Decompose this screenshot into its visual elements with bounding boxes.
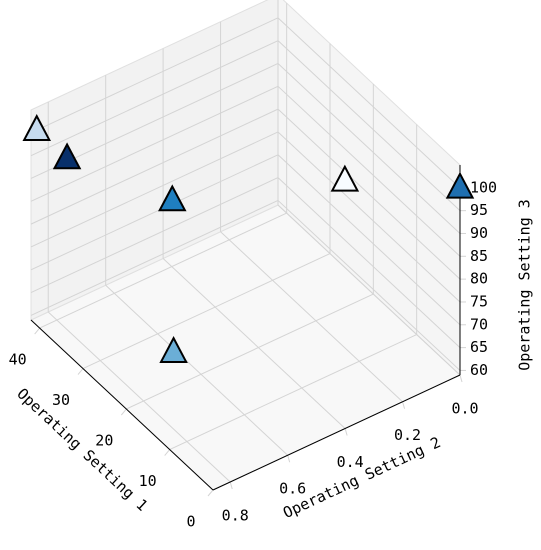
- y-tick-label: 0.4: [337, 453, 364, 471]
- grid-line: [277, 131, 461, 303]
- x-tick: [120, 408, 127, 416]
- grid-line: [220, 231, 403, 403]
- grid-line: [30, 177, 279, 294]
- grid-line: [277, 40, 461, 212]
- grid-line: [30, 199, 279, 316]
- x-tick-label: 40: [9, 351, 27, 369]
- point: [158, 184, 187, 212]
- y-axis-line: [212, 374, 461, 491]
- z-axis-label: Operating Setting 3: [516, 199, 534, 371]
- grid-line: [277, 63, 461, 234]
- y-tick: [287, 455, 291, 463]
- y-tick: [229, 481, 233, 490]
- x-tick: [207, 489, 214, 497]
- y-tick: [402, 401, 406, 409]
- x-tick-label: 20: [95, 432, 113, 450]
- grid-line: [277, 204, 461, 376]
- z-tick-label: 95: [470, 201, 488, 219]
- y-tick-label: 0.2: [394, 426, 421, 444]
- grid-line: [30, 108, 279, 225]
- point: [330, 164, 360, 192]
- grid-line: [162, 258, 346, 429]
- x-tick: [164, 449, 171, 456]
- grid-line: [82, 253, 331, 370]
- y-tick-label: 0.8: [222, 506, 249, 524]
- z-tick-label: 90: [470, 224, 488, 242]
- grid-line: [277, 108, 461, 280]
- grid-line: [30, 154, 279, 271]
- grid-line: [30, 131, 279, 248]
- point: [445, 171, 475, 199]
- z-tick-label: 65: [470, 338, 488, 356]
- z-tick-label: 100: [470, 178, 497, 196]
- grid-line: [277, 17, 461, 189]
- grid-line: [126, 293, 374, 410]
- y-tick-label: 0.6: [279, 480, 306, 498]
- z-tick-label: 75: [470, 292, 488, 310]
- y-tick: [344, 428, 348, 436]
- point: [52, 142, 82, 170]
- x-tick: [34, 327, 41, 335]
- grid-line: [277, 154, 461, 326]
- z-tick-label: 80: [470, 270, 488, 288]
- grid-line: [30, 85, 279, 202]
- grid-line: [105, 284, 289, 456]
- z-tick-label: 70: [470, 315, 488, 333]
- y-tick-label: 0.0: [451, 400, 478, 418]
- point: [22, 114, 52, 141]
- grid-line: [47, 311, 231, 483]
- z-tick-label: 60: [470, 361, 488, 379]
- grid-line: [277, 177, 461, 348]
- y-tick: [459, 374, 463, 383]
- x-tick: [77, 368, 84, 375]
- grid-line: [30, 40, 279, 157]
- x-tick-label: 0: [186, 513, 195, 531]
- point: [159, 336, 188, 363]
- grid-line: [277, 85, 461, 257]
- grid-line: [169, 334, 417, 450]
- grid-line: [30, 17, 279, 134]
- x-tick-label: 30: [52, 391, 70, 409]
- x-axis-line: [30, 319, 214, 491]
- x-tick-label: 10: [139, 472, 157, 490]
- grid-line: [277, 200, 461, 371]
- grid-line: [39, 212, 287, 329]
- z-tick-label: 85: [470, 247, 488, 265]
